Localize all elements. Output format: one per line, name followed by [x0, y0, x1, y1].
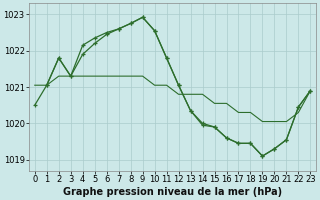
X-axis label: Graphe pression niveau de la mer (hPa): Graphe pression niveau de la mer (hPa)	[63, 187, 282, 197]
